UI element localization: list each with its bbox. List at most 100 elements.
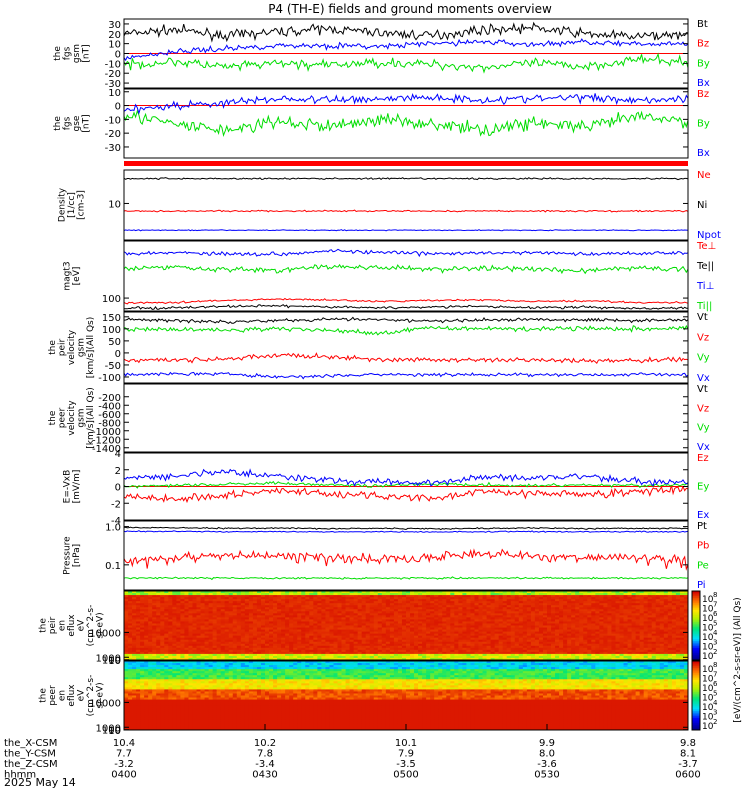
series-Te⊥: [124, 249, 688, 256]
ylabel-line: fgs: [62, 116, 72, 130]
ylabel-line: velocity: [67, 400, 77, 436]
ylabel-line: peir: [58, 338, 68, 356]
ylabel-line: gsm: [77, 338, 87, 357]
series-Ez: [124, 485, 688, 502]
ylabel-line: [nT]: [81, 44, 91, 62]
legend-By: By: [697, 119, 710, 130]
legend-Pi: Pi: [697, 580, 706, 591]
series-Vz: [124, 353, 688, 363]
separator-bar: [124, 161, 688, 166]
ylabel-line: [nT]: [81, 114, 91, 132]
ylabel-line: Density: [58, 187, 68, 222]
ytick-label: 50: [108, 337, 121, 348]
ylabel-line: fgs: [62, 46, 72, 60]
ylabel-line: velocity: [67, 329, 77, 365]
ylabel-line: E=-VxB: [62, 470, 72, 504]
panel-frame: [124, 89, 688, 158]
series-Npot: [124, 230, 688, 231]
panel-frame: [124, 384, 688, 452]
series-Bt: [124, 23, 688, 41]
legend-Vt: Vt: [697, 312, 708, 323]
series-Vt: [124, 317, 688, 323]
ylabel-line: [1/cc]: [67, 192, 77, 218]
legend-By: By: [697, 58, 710, 69]
legend-Vx: Vx: [697, 442, 710, 453]
legend-Ey: Ey: [697, 482, 709, 493]
ylabel-line: en: [58, 620, 68, 631]
legend-Vz: Vz: [697, 332, 709, 343]
ylabel-line: the: [53, 46, 63, 61]
ylabel-line: the: [48, 340, 58, 355]
ytick-label: 2: [115, 466, 121, 477]
series-Vx: [124, 372, 688, 378]
series-Ti||: [124, 305, 688, 310]
ylabel-line: Pressure: [62, 536, 72, 575]
ylabel-line: peir: [48, 616, 58, 634]
series-Bx: [124, 93, 688, 113]
series-Ti⊥: [124, 299, 688, 304]
legend-Pe: Pe: [697, 560, 709, 571]
ytick-label: 1.0: [105, 523, 121, 534]
legend-Bt: Bt: [697, 19, 708, 30]
ylabel-line: [nPa]: [72, 544, 82, 567]
ytick-label: 0: [115, 483, 121, 494]
legend-Ne: Ne: [697, 170, 711, 181]
series-Pi: [124, 531, 688, 533]
legend-Ni: Ni: [697, 200, 707, 211]
ytick-label: 10: [108, 656, 121, 667]
series-Ne: [124, 178, 688, 180]
ytick-label: 0.1: [105, 561, 121, 572]
ytick-label: 10: [108, 88, 121, 99]
legend-Ti||: Ti||: [696, 301, 712, 312]
ylabel-line: eflux: [67, 614, 77, 637]
ytick-label: 0: [115, 102, 121, 113]
panel-frame: [124, 312, 688, 383]
legend-Ti⊥: Ti⊥: [696, 281, 714, 292]
ytick-label: 0: [115, 349, 121, 360]
legend-Vx: Vx: [697, 373, 710, 384]
legend-Pt: Pt: [697, 521, 707, 532]
legend-Vt: Vt: [697, 384, 708, 395]
ylabel-line: the: [48, 410, 58, 425]
legend-Ex: Ex: [697, 510, 709, 521]
ytick-label: -50: [105, 361, 121, 372]
legend-Ez: Ez: [697, 453, 709, 464]
ytick-label: 100: [102, 325, 121, 336]
ytick-label: -2: [111, 499, 121, 510]
ylabel-line: gsm: [77, 408, 87, 427]
ytick-label: 4: [115, 449, 121, 460]
legend-Pb: Pb: [697, 541, 709, 552]
legend-Vy: Vy: [697, 353, 710, 364]
legend-Bx: Bx: [697, 148, 710, 159]
series-By: [124, 111, 688, 136]
legend-Vy: Vy: [697, 423, 710, 434]
ytick-label: -100: [98, 373, 121, 384]
ylabel-line: sr-eV): [96, 612, 106, 638]
panel-pressure: 1.0 0.1 Pressure[nPa] Pt Pb Pe Pi: [62, 521, 709, 591]
series-Ex: [124, 470, 688, 486]
ytick-label: 10: [108, 199, 121, 210]
ytick-label: 100: [102, 294, 121, 305]
ylabel-line: [km/s](All Qs): [86, 317, 96, 379]
legend-Npot: Npot: [697, 230, 721, 241]
series-Te||: [124, 265, 688, 274]
legend-Bz: Bz: [697, 39, 709, 50]
ytick-label: -10: [105, 115, 121, 126]
ytick-label: -30: [105, 143, 121, 154]
ylabel-line: eV: [77, 619, 87, 632]
series-By: [124, 54, 688, 72]
legend-Vz: Vz: [697, 403, 709, 414]
panel-density: 10 Density[1/cc][cm-3] Ne Ni Npot: [58, 170, 721, 241]
ylabel-line: [cm-3]: [77, 190, 87, 220]
series-Pt: [124, 527, 688, 529]
ylabel-line: [km/s](All Qs): [86, 387, 96, 449]
